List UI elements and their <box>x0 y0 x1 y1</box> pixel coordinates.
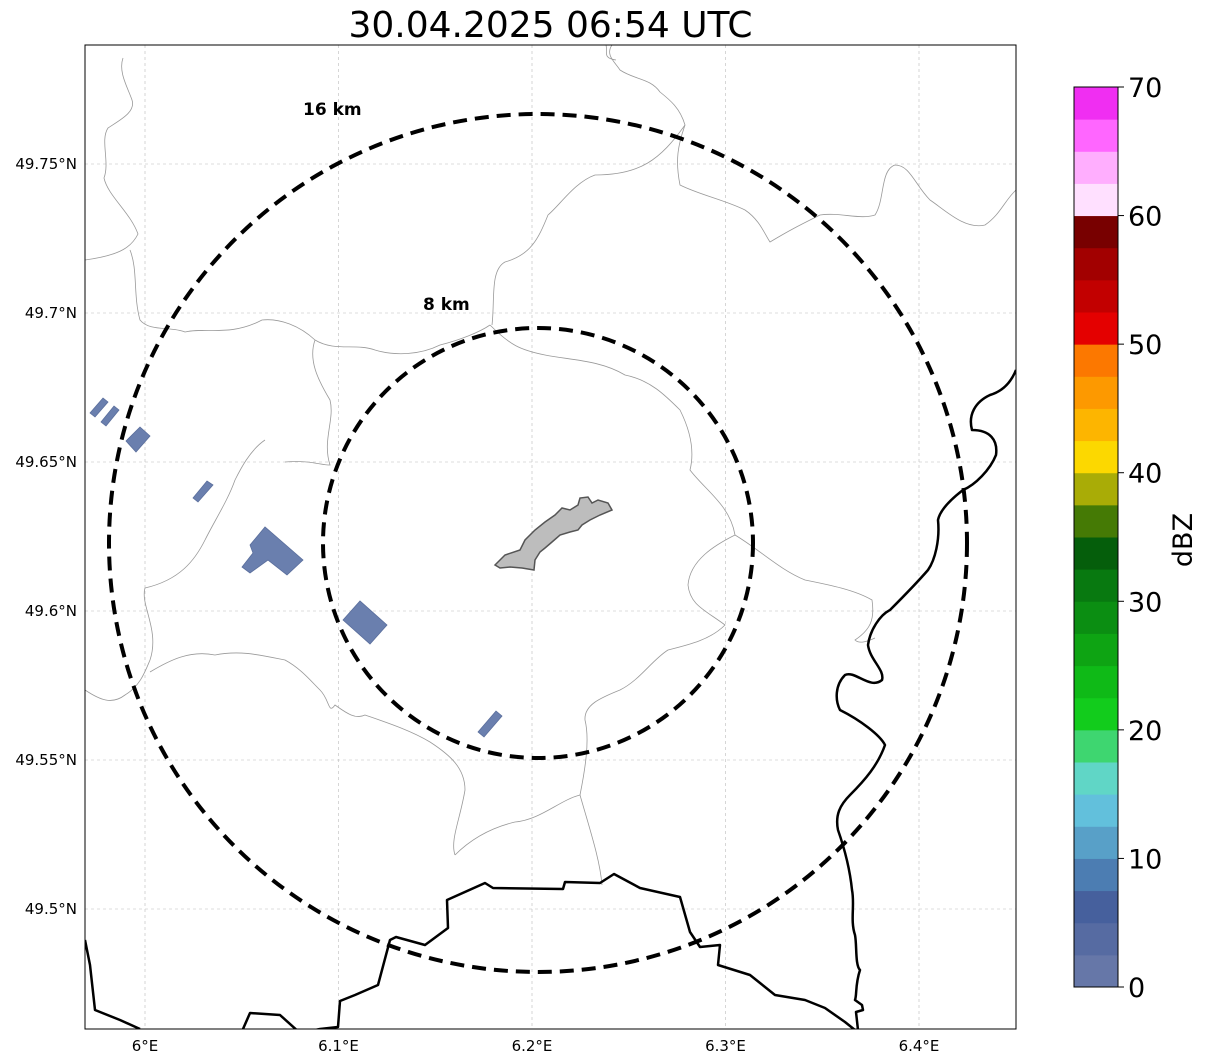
y-tick-label: 49.75°N <box>15 155 77 173</box>
range-rings <box>107 112 969 974</box>
colorbar-tick-label: 60 <box>1128 202 1162 233</box>
map-gridlines <box>85 45 1016 1029</box>
colorbar-segment <box>1074 890 1118 924</box>
colorbar-segment <box>1074 697 1118 731</box>
colorbar-segment <box>1074 87 1118 120</box>
x-tick-label: 6.4°E <box>899 1037 940 1055</box>
y-tick-label: 49.7°N <box>25 304 77 322</box>
y-tick-label: 49.6°N <box>25 602 77 620</box>
colorbar-segment <box>1074 601 1118 634</box>
colorbar-segment <box>1074 312 1118 345</box>
range-ring-label-8km: 8 km <box>423 295 470 315</box>
admin-boundaries <box>85 45 1016 886</box>
colorbar-segment <box>1074 279 1118 313</box>
colorbar-segment <box>1074 472 1118 506</box>
y-tick-label: 49.65°N <box>15 453 77 471</box>
colorbar-tick-label: 30 <box>1128 587 1162 618</box>
colorbar-segment <box>1074 344 1118 377</box>
colorbar-segment <box>1074 729 1118 763</box>
colorbar-segment <box>1074 119 1118 152</box>
echo-cell <box>125 426 151 453</box>
y-tick-label: 49.5°N <box>25 900 77 918</box>
colorbar-segment <box>1074 247 1118 281</box>
echo-cell <box>100 405 120 427</box>
colorbar-segment <box>1074 504 1118 538</box>
city-outline <box>493 496 614 571</box>
colorbar-frame <box>1073 86 1119 988</box>
map-title: 30.04.2025 06:54 UTC <box>348 5 753 46</box>
colorbar-segment <box>1074 633 1118 667</box>
colorbar-segment <box>1074 151 1118 184</box>
colorbar-segment <box>1074 665 1118 699</box>
radar-echoes <box>89 397 503 738</box>
colorbar-tick-label: 40 <box>1128 459 1162 490</box>
colorbar-segment <box>1074 376 1118 409</box>
colorbar-tick-label: 70 <box>1128 73 1162 104</box>
echo-cell <box>477 710 503 738</box>
colorbar-tick-labels: 0 10 20 30 40 50 60 70 <box>1118 73 1162 1004</box>
range-ring-16km <box>107 112 969 974</box>
colorbar-tick-label: 0 <box>1128 973 1145 1004</box>
colorbar-segment <box>1074 537 1118 570</box>
colorbar-label: dBZ <box>1168 513 1199 567</box>
colorbar-tick-label: 50 <box>1128 330 1162 361</box>
colorbar-segment <box>1074 215 1118 249</box>
colorbar-tick-label: 10 <box>1128 844 1162 875</box>
x-tick-labels: 6°E 6.1°E 6.2°E 6.3°E 6.4°E <box>132 1037 940 1055</box>
national-borders <box>85 369 1016 1029</box>
range-ring-label-16km: 16 km <box>303 100 362 120</box>
y-tick-labels: 49.75°N 49.7°N 49.65°N 49.6°N 49.55°N 49.5°N <box>15 155 77 918</box>
echo-cell <box>192 480 214 503</box>
colorbar-segment <box>1074 762 1118 795</box>
range-ring-8km <box>321 326 755 760</box>
colorbar-segment <box>1074 826 1118 859</box>
x-tick-label: 6.1°E <box>318 1037 359 1055</box>
x-tick-label: 6.2°E <box>512 1037 553 1055</box>
echo-cell <box>342 600 388 645</box>
colorbar-segment <box>1074 922 1118 956</box>
map-frame <box>84 44 1017 1030</box>
echo-cell <box>241 526 304 576</box>
x-tick-label: 6°E <box>132 1037 159 1055</box>
colorbar-segment <box>1074 408 1118 442</box>
colorbar-segment <box>1074 440 1118 474</box>
echo-cell <box>89 397 109 418</box>
colorbar-segment <box>1074 569 1118 602</box>
colorbar-segment <box>1074 794 1118 827</box>
colorbar-segment <box>1074 183 1118 217</box>
colorbar <box>1073 86 1119 988</box>
colorbar-tick-label: 20 <box>1128 716 1162 747</box>
colorbar-segment <box>1074 954 1118 988</box>
colorbar-segment <box>1074 858 1118 892</box>
y-tick-label: 49.55°N <box>15 751 77 769</box>
x-tick-label: 6.3°E <box>705 1037 746 1055</box>
